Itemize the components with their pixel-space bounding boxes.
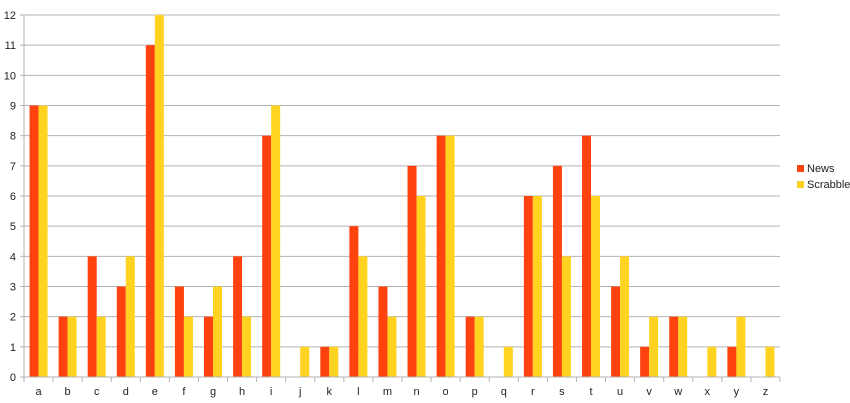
legend: News Scrabble bbox=[797, 163, 850, 191]
legend-swatch-news bbox=[797, 165, 804, 172]
bars bbox=[29, 15, 775, 378]
bar-scrabble-q bbox=[503, 346, 513, 377]
y-tick-label: 10 bbox=[4, 70, 16, 82]
bar-scrabble-j bbox=[300, 346, 310, 377]
x-tick-label: j bbox=[298, 386, 301, 398]
bar-scrabble-n bbox=[416, 196, 426, 377]
y-tick-label: 1 bbox=[10, 342, 16, 354]
bar-scrabble-s bbox=[561, 256, 571, 377]
bar-news-k bbox=[320, 346, 330, 377]
bar-news-f bbox=[174, 286, 184, 377]
x-tick-label: u bbox=[617, 386, 623, 398]
bar-news-p bbox=[465, 316, 475, 377]
x-tick-label: f bbox=[182, 386, 186, 398]
bar-news-u bbox=[611, 286, 621, 377]
y-tick-label: 2 bbox=[10, 312, 16, 324]
y-tick-label: 3 bbox=[10, 282, 16, 294]
bar-scrabble-m bbox=[387, 316, 397, 377]
bar-news-a bbox=[29, 105, 39, 377]
bar-scrabble-v bbox=[649, 316, 659, 377]
bar-news-l bbox=[349, 226, 359, 377]
x-tick-label: g bbox=[210, 386, 216, 398]
bar-scrabble-e bbox=[154, 15, 164, 377]
y-tick-label: 12 bbox=[4, 10, 16, 22]
y-tick-label: 6 bbox=[10, 191, 16, 203]
x-tick-labels: a b c d e f g h i j k l m n o p q r s t u v w x y z bbox=[35, 386, 768, 398]
x-tick-label: c bbox=[94, 386, 100, 398]
bar-scrabble-o bbox=[445, 135, 455, 377]
x-tick-label: i bbox=[270, 386, 272, 398]
x-tick-label: s bbox=[559, 386, 565, 398]
bar-scrabble-b bbox=[67, 316, 77, 377]
x-tick-label: x bbox=[705, 386, 711, 398]
x-tick-label: a bbox=[35, 386, 42, 398]
bar-news-o bbox=[436, 135, 446, 377]
legend-label-scrabble: Scrabble bbox=[807, 179, 850, 191]
bar-scrabble-d bbox=[125, 256, 135, 377]
x-tick-label: e bbox=[152, 386, 158, 398]
bar-news-n bbox=[407, 165, 417, 377]
x-tick-label: b bbox=[65, 386, 71, 398]
x-tick-label: o bbox=[443, 386, 449, 398]
bar-scrabble-h bbox=[242, 316, 252, 377]
x-tick-label: k bbox=[327, 386, 333, 398]
grid-lines bbox=[24, 14, 780, 348]
bar-news-s bbox=[552, 165, 562, 377]
bar-news-m bbox=[378, 286, 388, 377]
bar-scrabble-w bbox=[678, 316, 688, 377]
y-tick-label: 11 bbox=[5, 40, 16, 52]
bar-news-g bbox=[204, 316, 213, 377]
bar-news-e bbox=[145, 45, 155, 378]
x-tick-label: t bbox=[589, 386, 592, 398]
bar-scrabble-l bbox=[358, 256, 368, 377]
bar-scrabble-k bbox=[329, 346, 339, 377]
x-tick-label: y bbox=[734, 386, 740, 398]
y-tick-label: 8 bbox=[10, 131, 16, 143]
bar-news-h bbox=[233, 256, 243, 377]
x-tick-label: l bbox=[357, 386, 359, 398]
bar-scrabble-u bbox=[620, 256, 630, 377]
bar-scrabble-i bbox=[271, 105, 281, 377]
bar-scrabble-p bbox=[474, 316, 484, 377]
x-tick-label: p bbox=[472, 386, 478, 398]
bar-news-c bbox=[87, 256, 97, 377]
legend-swatch-scrabble bbox=[797, 181, 804, 188]
bar-scrabble-x bbox=[707, 346, 717, 377]
x-tick-label: n bbox=[413, 386, 419, 398]
bar-news-b bbox=[58, 316, 68, 377]
y-tick-label: 7 bbox=[10, 161, 16, 173]
bar-scrabble-t bbox=[591, 196, 600, 377]
y-tick-label: 9 bbox=[10, 101, 16, 113]
bar-news-d bbox=[116, 286, 126, 377]
x-tick-label: v bbox=[646, 386, 652, 398]
legend-label-news: News bbox=[807, 163, 835, 175]
x-tick-label: m bbox=[383, 386, 392, 398]
x-tick-label: d bbox=[123, 386, 129, 398]
x-tick-label: h bbox=[239, 386, 245, 398]
y-tick-label: 5 bbox=[10, 221, 16, 233]
bar-news-i bbox=[262, 135, 272, 377]
bar-scrabble-c bbox=[96, 316, 106, 377]
x-tick-label: w bbox=[673, 386, 682, 398]
bar-scrabble-f bbox=[183, 316, 193, 377]
x-tick-label: z bbox=[763, 386, 769, 398]
x-tick-label: r bbox=[531, 386, 535, 398]
bar-news-y bbox=[727, 346, 737, 377]
bar-scrabble-a bbox=[38, 105, 48, 377]
bar-news-v bbox=[640, 346, 650, 377]
y-tick-label: 0 bbox=[10, 372, 16, 384]
bar-scrabble-z bbox=[765, 346, 775, 377]
bar-scrabble-y bbox=[736, 316, 746, 377]
x-tick-label: q bbox=[501, 386, 507, 398]
axes bbox=[20, 14, 781, 382]
bar-news-r bbox=[523, 196, 533, 377]
y-tick-label: 4 bbox=[10, 251, 16, 263]
bar-news-w bbox=[669, 316, 679, 377]
bar-news-t bbox=[582, 135, 591, 377]
bar-scrabble-g bbox=[213, 286, 222, 377]
bar-scrabble-r bbox=[532, 196, 542, 377]
